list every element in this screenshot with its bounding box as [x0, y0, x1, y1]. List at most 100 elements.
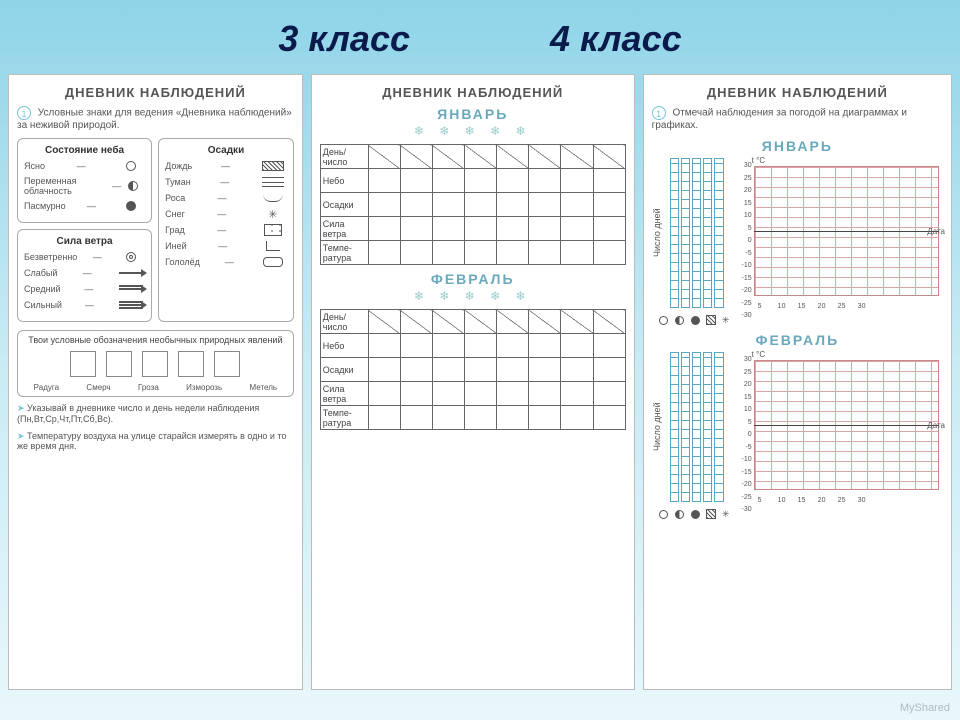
cell [561, 193, 593, 217]
cell [593, 193, 625, 217]
panel3-intro: 1 Отмечай наблюдения за погодой на диагр… [652, 106, 943, 132]
xtick: 30 [858, 497, 866, 504]
cell [368, 217, 400, 241]
panel1-intro: 1 Условные знаки для ведения «Дневника н… [17, 106, 294, 132]
cell [561, 358, 593, 382]
header: 3 класс 4 класс [0, 0, 960, 70]
row-header: День/ число [320, 310, 368, 334]
cell [529, 358, 561, 382]
cell [497, 241, 529, 265]
temp-chart: 302520151050-5-10-15-20-25-3051015202530… [732, 350, 943, 504]
cell [529, 145, 561, 169]
ytick: -25 [732, 494, 752, 501]
cell [529, 241, 561, 265]
xtick: 30 [858, 303, 866, 310]
sky-box: Состояние неба Ясно— Переменная облачнос… [17, 138, 152, 223]
cell [561, 406, 593, 430]
cell [593, 145, 625, 169]
vbar [703, 158, 712, 308]
xtick: 25 [838, 303, 846, 310]
month-title: ФЕВРАЛЬ [652, 332, 943, 348]
cell [432, 169, 464, 193]
cell [465, 193, 497, 217]
bar-ylabel: Число дней [652, 156, 662, 310]
cell [593, 382, 625, 406]
row-header: Осадки [320, 193, 368, 217]
ytick: -30 [732, 506, 752, 513]
xtick: 25 [838, 497, 846, 504]
cell [400, 193, 432, 217]
cell [593, 406, 625, 430]
vbar [714, 158, 723, 308]
ytick: 10 [732, 406, 752, 413]
header-left: 3 класс [278, 18, 410, 60]
row-header: День/ число [320, 145, 368, 169]
ytick: -15 [732, 469, 752, 476]
cell [400, 145, 432, 169]
snow-decor: ❄ ❄ ❄ ❄ ❄ [320, 289, 626, 307]
own-box-4 [178, 351, 204, 377]
legend-row: Состояние неба Ясно— Переменная облачнос… [17, 138, 294, 322]
cell [465, 241, 497, 265]
cell [400, 406, 432, 430]
cell [432, 406, 464, 430]
cell [368, 310, 400, 334]
cell [465, 169, 497, 193]
y-unit: t °C [752, 156, 765, 165]
cell [593, 169, 625, 193]
header-right: 4 класс [550, 18, 682, 60]
ytick: 25 [732, 369, 752, 376]
ytick: 10 [732, 212, 752, 219]
vbar [714, 352, 723, 502]
ytick: 5 [732, 225, 752, 232]
ytick: 20 [732, 187, 752, 194]
cell [497, 310, 529, 334]
ytick: -20 [732, 287, 752, 294]
cell [432, 382, 464, 406]
chart-wrap: Число дней302520151050-5-10-15-20-25-305… [652, 156, 943, 310]
cell [561, 310, 593, 334]
bar-column [668, 350, 726, 504]
ytick: -15 [732, 275, 752, 282]
row-header: Сила ветра [320, 382, 368, 406]
xtick: 10 [778, 497, 786, 504]
cell [432, 241, 464, 265]
ytick: -30 [732, 312, 752, 319]
ytick: 15 [732, 394, 752, 401]
cell [400, 241, 432, 265]
cell [432, 310, 464, 334]
row-header: Темпе- ратура [320, 406, 368, 430]
xtick: 15 [798, 497, 806, 504]
ytick: -5 [732, 444, 752, 451]
vbar [692, 352, 701, 502]
cell [465, 217, 497, 241]
ytick: 0 [732, 237, 752, 244]
symbol-row: ✳ [658, 508, 943, 520]
cell [368, 145, 400, 169]
panel-charts: ДНЕВНИК НАБЛЮДЕНИЙ 1 Отмечай наблюдения … [643, 74, 952, 690]
vbar [703, 352, 712, 502]
cell [432, 217, 464, 241]
chart-wrap: Число дней302520151050-5-10-15-20-25-305… [652, 350, 943, 504]
cell [400, 217, 432, 241]
cell [497, 358, 529, 382]
cell [593, 334, 625, 358]
row-header: Темпе- ратура [320, 241, 368, 265]
xtick: 10 [778, 303, 786, 310]
cell [593, 358, 625, 382]
y-unit: t °C [752, 350, 765, 359]
cell [529, 217, 561, 241]
row-header: Небо [320, 169, 368, 193]
xtick: 20 [818, 497, 826, 504]
note-1: Указывай в дневнике число и день недели … [17, 403, 294, 425]
cell [368, 241, 400, 265]
cell [400, 358, 432, 382]
ytick: -10 [732, 262, 752, 269]
cell [432, 358, 464, 382]
vbar [670, 158, 679, 308]
cell [497, 334, 529, 358]
vbar [681, 352, 690, 502]
ytick: 15 [732, 200, 752, 207]
month-title: ЯНВАРЬ [320, 106, 626, 122]
panel-legend: ДНЕВНИК НАБЛЮДЕНИЙ 1 Условные знаки для … [8, 74, 303, 690]
